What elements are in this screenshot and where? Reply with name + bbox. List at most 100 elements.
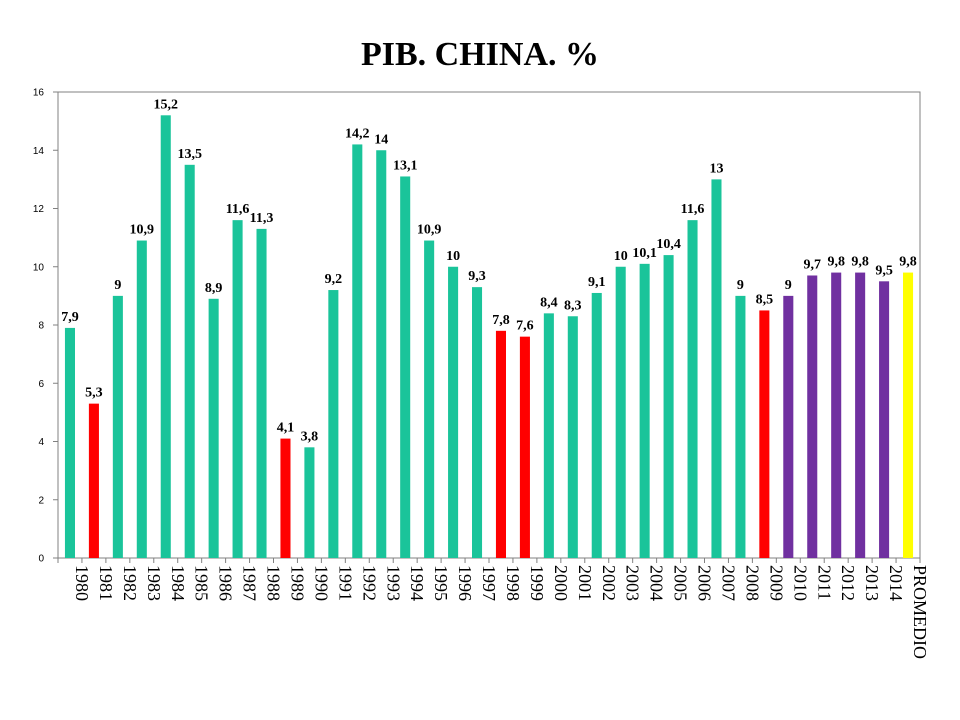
bar-2005 (663, 255, 674, 558)
bar-1989 (280, 438, 291, 558)
y-tick-label: 4 (38, 437, 44, 448)
bar-1996 (448, 266, 459, 558)
x-tick-label: 1990 (311, 565, 331, 601)
data-label: 14 (374, 132, 388, 147)
bar-1986 (208, 298, 219, 558)
x-tick-label: 2010 (790, 565, 810, 601)
bar-1987 (232, 220, 243, 558)
x-tick-label: 1982 (120, 565, 140, 601)
x-tick-label: 2012 (838, 565, 858, 601)
bar-1983 (136, 240, 147, 558)
data-label: 10 (446, 249, 460, 264)
bar-series (64, 115, 914, 559)
x-tick-label: 1993 (383, 565, 403, 601)
data-label: 9,1 (588, 275, 606, 290)
data-label: 9,3 (468, 269, 486, 284)
bar-2003 (615, 266, 626, 558)
y-tick-label: 8 (38, 321, 44, 332)
bar-1982 (112, 295, 123, 558)
data-label: 9,8 (851, 255, 869, 270)
y-tick-label: 10 (33, 262, 45, 273)
bar-1997 (471, 287, 483, 558)
y-axis: 0 2 4 6 8 10 12 14 16 (33, 88, 58, 565)
x-tick-label: 1991 (335, 565, 355, 601)
bar-2002 (591, 292, 602, 558)
bar-2011 (807, 275, 818, 558)
bar-2006 (687, 220, 698, 558)
y-tick-label: 2 (38, 495, 44, 506)
bar-1999 (519, 336, 530, 558)
x-tick-label: 1988 (264, 565, 284, 601)
bar-2000 (543, 313, 554, 558)
chart-title: PIB. CHINA. % (360, 36, 600, 73)
data-label: 9,7 (804, 257, 822, 272)
data-label: 9,8 (899, 255, 917, 270)
y-tick-label: 16 (33, 88, 45, 99)
x-axis: 1980 1981 1982 1983 1984 1985 1986 1987 1988 1989… (57, 558, 930, 659)
y-tick-label: 14 (33, 146, 45, 157)
x-tick-label: 1987 (240, 565, 260, 601)
x-tick-label: 1980 (72, 565, 92, 601)
bar-2004 (639, 263, 650, 558)
x-tick-label: 1985 (192, 565, 212, 601)
bar-1993 (376, 150, 387, 558)
x-tick-label: 2013 (862, 565, 882, 601)
x-tick-label: 2002 (599, 565, 619, 601)
bar-2010 (783, 295, 794, 558)
bar-2007 (711, 179, 722, 558)
bar-1984 (160, 115, 171, 559)
data-label: 3,8 (301, 429, 319, 444)
x-tick-label: 1983 (144, 565, 164, 601)
data-label: 9,5 (875, 263, 893, 278)
data-label: 11,6 (681, 202, 705, 217)
bar-1991 (328, 290, 339, 558)
bar-2013 (855, 272, 866, 558)
data-label: 5,3 (85, 386, 103, 401)
data-label: 10,9 (130, 223, 155, 238)
bar-2014 (879, 281, 890, 558)
x-tick-label: 2004 (647, 565, 667, 601)
x-tick-label: 2014 (886, 565, 906, 601)
data-label: 15,2 (154, 97, 179, 112)
x-tick-label: 2009 (766, 565, 786, 601)
x-tick-label: 2006 (695, 565, 715, 601)
data-label: 8,9 (205, 281, 223, 296)
bar-1980 (64, 327, 76, 558)
y-tick-label: 12 (33, 204, 45, 215)
data-label: 13 (709, 161, 723, 176)
data-label: 9,8 (827, 255, 845, 270)
y-tick-label: 6 (38, 379, 44, 390)
x-tick-label: 1986 (216, 565, 236, 601)
data-label: 10,1 (632, 246, 657, 261)
y-tick-label: 0 (38, 554, 44, 565)
data-label: 9 (785, 278, 792, 293)
bar-1990 (304, 447, 315, 558)
x-tick-label: 1998 (503, 565, 523, 601)
data-label: 11,6 (226, 202, 250, 217)
bar-PROMEDIO (902, 272, 914, 558)
x-tick-label: 1996 (455, 565, 475, 601)
data-label: 4,1 (277, 421, 295, 436)
x-tick-label: 1984 (168, 565, 188, 601)
data-label: 7,8 (492, 313, 510, 328)
x-tick-label: 2005 (671, 565, 691, 601)
data-label: 10,9 (417, 223, 442, 238)
x-tick-label: 2000 (551, 565, 571, 601)
data-label: 9 (737, 278, 744, 293)
x-tick-label: 1992 (359, 565, 379, 601)
bar-1994 (400, 176, 411, 558)
bar-1985 (184, 164, 195, 558)
bar-1981 (88, 403, 99, 558)
bar-1988 (256, 228, 267, 558)
x-tick-label: 2008 (742, 565, 762, 601)
data-labels: 7,95,3910,915,213,58,911,611,34,13,89,21… (61, 97, 917, 444)
data-label: 8,3 (564, 298, 582, 313)
bar-2012 (831, 272, 842, 558)
bar-2008 (735, 295, 746, 558)
data-label: 10,4 (656, 237, 681, 252)
bar-1998 (495, 330, 507, 558)
data-label: 10 (614, 249, 628, 264)
x-tick-label: 2007 (718, 565, 738, 601)
data-label: 8,4 (540, 295, 558, 310)
